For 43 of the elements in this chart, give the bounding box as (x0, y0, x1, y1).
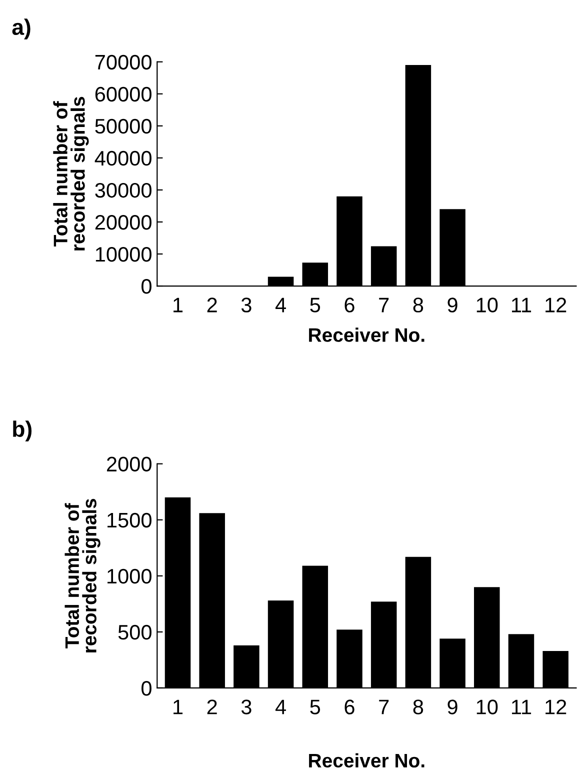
x-tick-label: 2 (207, 700, 217, 714)
y-tick-label: 500 (118, 624, 152, 640)
x-tick-label: 3 (241, 298, 252, 312)
x-tick-label: 2 (207, 298, 217, 312)
x-tick-label: 7 (379, 298, 389, 312)
x-tick-label: 4 (275, 298, 286, 312)
chart-title: a) (12, 18, 30, 40)
x-tick-label: 4 (275, 700, 286, 714)
y-tick-label: 60000 (95, 86, 152, 102)
x-tick-label: 11 (512, 700, 532, 714)
x-tick-label: 6 (344, 700, 354, 714)
y-tick-label: 0 (142, 680, 152, 696)
x-axis-title: Receiver No. (309, 753, 424, 768)
y-tick-label: 1000 (108, 568, 152, 584)
x-tick-label: 11 (512, 298, 532, 312)
x-tick-label: 9 (448, 298, 458, 312)
x-tick-label: 10 (476, 700, 498, 714)
x-tick-label: 10 (476, 298, 498, 312)
y-tick-label: 40000 (94, 150, 152, 166)
x-tick-label: 1 (174, 700, 183, 714)
x-tick-label: 1 (174, 298, 183, 312)
x-tick-label: 12 (546, 298, 566, 312)
x-tick-label: 5 (310, 298, 320, 312)
x-tick-label: 8 (413, 298, 424, 312)
y-tick-label: 0 (142, 279, 152, 294)
y-tick-label: 50000 (95, 118, 152, 134)
y-tick-label: 70000 (95, 54, 152, 70)
x-tick-label: 6 (344, 298, 354, 312)
x-tick-label: 5 (310, 700, 320, 714)
x-axis-title: Receiver No. (309, 328, 424, 342)
y-tick-label: 20000 (95, 214, 152, 230)
y-tick-label: 10000 (96, 246, 152, 262)
x-tick-label: 8 (413, 700, 424, 714)
x-tick-label: 7 (379, 700, 389, 714)
y-axis-title: Total number of recorded signals (64, 498, 100, 652)
y-tick-label: 30000 (95, 182, 152, 198)
x-tick-label: 9 (448, 700, 458, 714)
y-tick-label: 1500 (108, 512, 152, 528)
chart-title: b) (13, 420, 32, 442)
x-tick-label: 12 (546, 700, 566, 714)
y-axis-title: Total number of recorded signals (53, 96, 89, 250)
x-tick-label: 3 (241, 700, 252, 714)
y-tick-label: 2000 (106, 456, 152, 472)
